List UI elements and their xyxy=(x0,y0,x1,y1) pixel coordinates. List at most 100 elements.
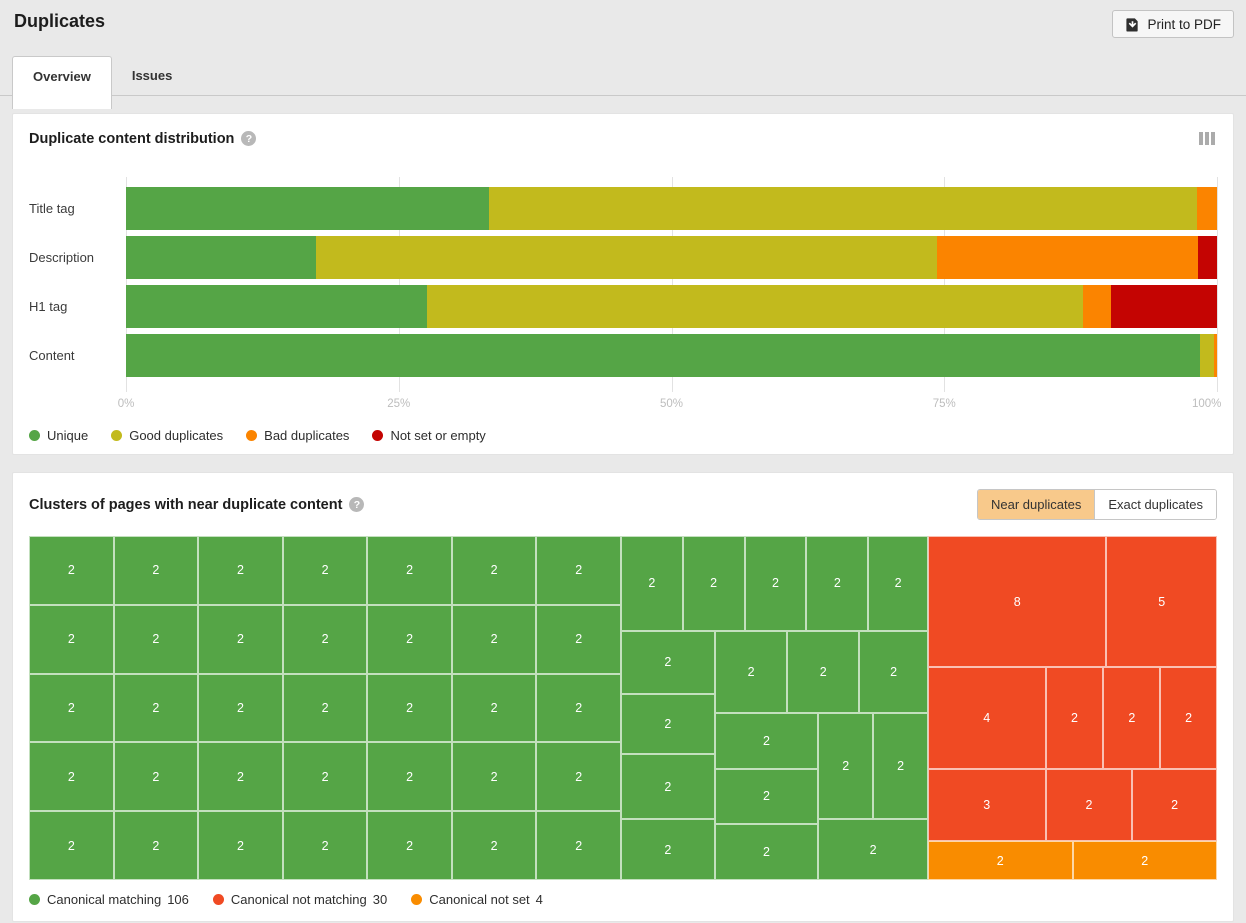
stacked-bar xyxy=(126,334,1217,377)
treemap-cell[interactable]: 2 xyxy=(620,693,715,755)
treemap-cell[interactable]: 2 xyxy=(367,742,452,812)
treemap-cell[interactable]: 2 xyxy=(868,536,928,631)
treemap-cell[interactable]: 8 xyxy=(927,536,1107,668)
treemap-cell[interactable]: 2 xyxy=(536,604,621,674)
treemap-cell[interactable]: 2 xyxy=(1132,768,1217,842)
treemap-cell[interactable]: 2 xyxy=(367,673,452,743)
treemap-cell[interactable]: 2 xyxy=(873,713,928,820)
treemap-cell[interactable]: 2 xyxy=(536,811,621,880)
legend-dot xyxy=(111,430,123,441)
legend-item[interactable]: Not set or empty xyxy=(372,428,486,443)
treemap-cell[interactable]: 2 xyxy=(927,841,1073,880)
treemap-cell[interactable]: 2 xyxy=(682,536,745,631)
treemap-cell[interactable]: 2 xyxy=(198,536,283,605)
treemap-cell[interactable]: 2 xyxy=(29,604,114,674)
bar-segment-unique[interactable] xyxy=(126,285,428,328)
bar-segment-good[interactable] xyxy=(489,187,1198,230)
treemap-cell[interactable]: 2 xyxy=(29,742,114,812)
legend-dot xyxy=(29,894,40,905)
treemap-cell[interactable]: 2 xyxy=(451,742,537,812)
treemap-cell[interactable]: 2 xyxy=(113,536,199,605)
treemap-cell[interactable]: 2 xyxy=(282,673,368,743)
treemap-cell[interactable]: 2 xyxy=(1045,667,1104,769)
treemap-cell[interactable]: 5 xyxy=(1106,536,1217,668)
treemap-cell[interactable]: 2 xyxy=(536,742,621,812)
print-to-pdf-button[interactable]: Print to PDF xyxy=(1112,10,1234,38)
bar-segment-unique[interactable] xyxy=(126,334,1200,377)
treemap-cell[interactable]: 2 xyxy=(1072,841,1217,880)
toggle-exact-duplicates[interactable]: Exact duplicates xyxy=(1094,490,1216,519)
help-icon[interactable]: ? xyxy=(349,497,365,512)
treemap-cell[interactable]: 2 xyxy=(113,673,199,743)
chart-context-menu-icon[interactable] xyxy=(1197,130,1217,147)
treemap-cell[interactable]: 2 xyxy=(806,536,869,631)
treemap-cell[interactable]: 2 xyxy=(1103,667,1161,769)
legend-item[interactable]: Canonical not set 4 xyxy=(411,892,543,907)
treemap-cell[interactable]: 2 xyxy=(787,630,860,714)
treemap-cell[interactable]: 2 xyxy=(714,713,819,769)
pdf-download-icon xyxy=(1125,17,1140,32)
treemap-cell[interactable]: 2 xyxy=(818,713,874,820)
tab-issues[interactable]: Issues xyxy=(131,68,173,83)
treemap-cell[interactable]: 2 xyxy=(198,811,283,880)
treemap-cell[interactable]: 2 xyxy=(113,811,199,880)
treemap-cell[interactable]: 2 xyxy=(536,536,621,605)
treemap-cell[interactable]: 2 xyxy=(29,673,114,743)
treemap-cell[interactable]: 2 xyxy=(282,811,368,880)
treemap-cell[interactable]: 2 xyxy=(29,536,114,605)
legend-item[interactable]: Unique xyxy=(29,428,88,443)
treemap-cell[interactable]: 2 xyxy=(1160,667,1217,769)
treemap-cell[interactable]: 2 xyxy=(198,673,283,743)
bar-segment-bad[interactable] xyxy=(1213,334,1217,377)
legend-item[interactable]: Canonical matching 106 xyxy=(29,892,189,907)
treemap-cell[interactable]: 2 xyxy=(451,536,537,605)
bar-segment-unique[interactable] xyxy=(126,187,490,230)
bar-segment-bad[interactable] xyxy=(936,236,1199,279)
treemap-cell[interactable]: 4 xyxy=(927,667,1046,769)
bar-segment-bad[interactable] xyxy=(1197,187,1217,230)
bar-segment-notset[interactable] xyxy=(1198,236,1217,279)
treemap-cell[interactable]: 2 xyxy=(818,819,928,880)
legend-item[interactable]: Bad duplicates xyxy=(246,428,349,443)
treemap-cell[interactable]: 2 xyxy=(451,811,537,880)
treemap-cell[interactable]: 2 xyxy=(367,536,452,605)
treemap-cell[interactable]: 2 xyxy=(620,754,715,820)
legend-item[interactable]: Good duplicates xyxy=(111,428,223,443)
help-icon[interactable]: ? xyxy=(241,131,257,146)
bar-segment-unique[interactable] xyxy=(126,236,316,279)
bar-segment-notset[interactable] xyxy=(1111,285,1217,328)
treemap-cell[interactable]: 2 xyxy=(113,604,199,674)
treemap-cell[interactable]: 2 xyxy=(620,536,683,631)
bar-segment-bad[interactable] xyxy=(1082,285,1112,328)
treemap-cell[interactable]: 2 xyxy=(451,604,537,674)
treemap-cell[interactable]: 2 xyxy=(859,630,928,714)
treemap-cell[interactable]: 2 xyxy=(198,742,283,812)
treemap-cell[interactable]: 2 xyxy=(451,673,537,743)
distribution-card-title: Duplicate content distribution xyxy=(29,130,235,147)
treemap-cell[interactable]: 2 xyxy=(367,604,452,674)
treemap-cell[interactable]: 2 xyxy=(620,819,715,880)
legend-dot xyxy=(246,430,258,441)
treemap-cell[interactable]: 2 xyxy=(282,536,368,605)
clusters-card: Clusters of pages with near duplicate co… xyxy=(12,472,1234,922)
treemap-cell[interactable]: 2 xyxy=(1045,768,1133,842)
toggle-near-duplicates[interactable]: Near duplicates xyxy=(978,490,1095,519)
tab-overview[interactable]: Overview xyxy=(12,56,112,109)
treemap-cell[interactable]: 2 xyxy=(367,811,452,880)
treemap-cell[interactable]: 2 xyxy=(113,742,199,812)
treemap-cell[interactable]: 2 xyxy=(198,604,283,674)
treemap-cell[interactable]: 3 xyxy=(927,768,1046,842)
treemap-cell[interactable]: 2 xyxy=(620,630,715,694)
bar-segment-good[interactable] xyxy=(1199,334,1214,377)
treemap-cell[interactable]: 2 xyxy=(714,823,819,880)
treemap-cell[interactable]: 2 xyxy=(714,630,788,714)
bar-segment-good[interactable] xyxy=(427,285,1083,328)
treemap-cell[interactable]: 2 xyxy=(536,673,621,743)
treemap-cell[interactable]: 2 xyxy=(282,742,368,812)
treemap-cell[interactable]: 2 xyxy=(744,536,807,631)
treemap-cell[interactable]: 2 xyxy=(282,604,368,674)
bar-segment-good[interactable] xyxy=(315,236,937,279)
legend-item[interactable]: Canonical not matching 30 xyxy=(212,892,387,907)
treemap-cell[interactable]: 2 xyxy=(29,811,114,880)
treemap-cell[interactable]: 2 xyxy=(714,768,819,824)
